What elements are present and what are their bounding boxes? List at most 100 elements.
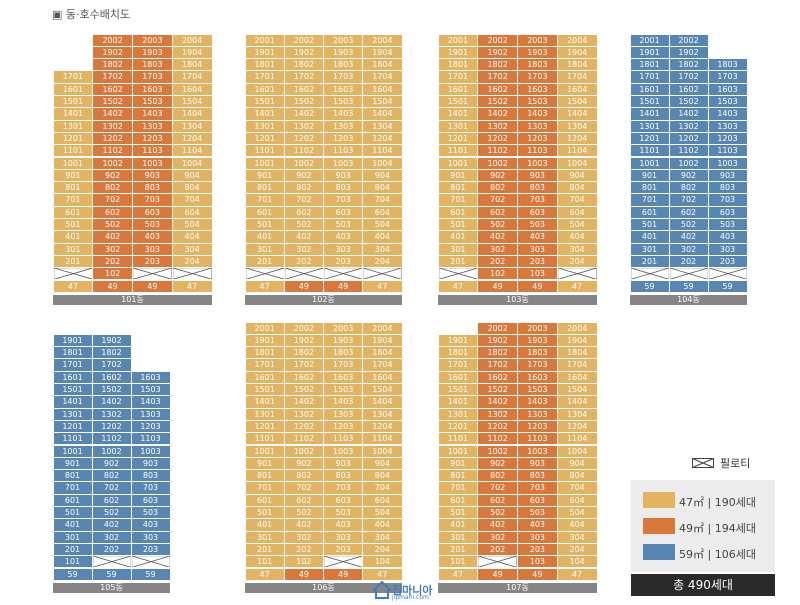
unit-cell: 501	[53, 219, 93, 231]
area-cell: 59	[92, 569, 131, 580]
area-cell: 59	[708, 281, 747, 292]
unit-cell: 1502	[478, 96, 517, 108]
unit-cell: 1202	[478, 132, 517, 145]
unit-cell: 1201	[245, 132, 284, 145]
unit-cell: 2003	[518, 322, 557, 334]
area-cell: 59	[630, 281, 669, 292]
unit-cell: 302	[284, 243, 323, 255]
unit-cell: 801	[245, 470, 284, 482]
unit-cell: 1804	[557, 347, 597, 359]
unit-cell: 202	[478, 255, 517, 268]
unit-cell: 301	[245, 243, 284, 255]
unit-cell: 1204	[363, 420, 402, 433]
unit-cell: 503	[324, 507, 363, 519]
unit-cell: 501	[630, 219, 669, 231]
unit-cell: 603	[518, 494, 557, 506]
unit-cell: 2002	[284, 34, 323, 46]
unit-cell: 1102	[669, 145, 708, 157]
unit-cell: 901	[245, 457, 284, 470]
unit-cell: 1403	[133, 108, 172, 120]
legend-area-49: 49㎡	[679, 522, 704, 535]
unit-cell: 801	[245, 182, 284, 194]
building-label: 103동	[438, 295, 597, 305]
legend-count-59: 106세대	[714, 548, 756, 561]
unit-cell: 302	[93, 243, 132, 255]
unit-cell: 1103	[131, 433, 170, 445]
unit-cell: 602	[478, 206, 517, 218]
area-cell: 49	[324, 569, 363, 580]
unit-cell: 2003	[324, 322, 363, 334]
unit-cell: 701	[245, 194, 284, 206]
unit-cell: 1301	[53, 408, 92, 420]
unit-cell: 804	[363, 470, 402, 482]
unit-cell: 1601	[245, 371, 284, 383]
unit-cell: 204	[172, 255, 212, 268]
unit-cell: 203	[324, 543, 363, 556]
unit-cell: 102	[284, 556, 323, 568]
unit-cell: 1002	[92, 445, 131, 457]
unit-cell: 2004	[557, 34, 597, 46]
unit-cell: 1802	[93, 59, 132, 71]
unit-cell: 1303	[133, 120, 172, 132]
unit-cell: 1004	[363, 445, 402, 457]
unit-cell: 504	[557, 507, 597, 519]
unit-cell: 1301	[438, 408, 478, 420]
pilotis-cell	[438, 268, 478, 280]
unit-cell: 304	[557, 243, 597, 255]
legend-area-47: 47㎡	[679, 496, 704, 509]
unit-cell: 402	[284, 231, 323, 243]
unit-cell: 402	[478, 519, 517, 531]
pilotis-cell	[669, 268, 708, 280]
unit-cell: 1002	[669, 157, 708, 169]
unit-cell: 2002	[669, 34, 708, 46]
unit-cell: 1002	[93, 157, 132, 169]
unit-cell: 1001	[53, 157, 93, 169]
legend: 47㎡ | 190세대 49㎡ | 194세대 59㎡ | 106세대	[631, 480, 775, 572]
unit-cell: 202	[284, 255, 323, 268]
unit-cell: 302	[478, 531, 517, 543]
page-title: ▣ 동·호수배치도	[52, 6, 130, 22]
unit-cell: 2004	[172, 34, 212, 46]
unit-cell: 201	[53, 543, 92, 556]
unit-cell: 2002	[284, 322, 323, 334]
unit-cell: 1203	[708, 132, 747, 145]
unit-cell: 304	[172, 243, 212, 255]
unit-cell: 404	[557, 519, 597, 531]
unit-cell: 401	[245, 231, 284, 243]
unit-cell: 1102	[93, 145, 132, 157]
unit-cell: 902	[478, 169, 517, 182]
unit-cell: 201	[245, 543, 284, 556]
area-cell: 47	[438, 281, 478, 292]
unit-cell: 1701	[630, 71, 669, 83]
unit-cell: 103	[518, 556, 557, 568]
unit-cell: 2001	[245, 34, 284, 46]
unit-cell: 102	[478, 268, 517, 280]
unit-cell: 1102	[92, 433, 131, 445]
unit-cell: 1004	[557, 157, 597, 169]
pilotis-cell	[630, 268, 669, 280]
area-cell: 49	[478, 569, 517, 580]
area-cell: 49	[284, 281, 323, 292]
unit-cell: 1803	[518, 347, 557, 359]
unit-cell: 1001	[630, 157, 669, 169]
unit-cell: 804	[557, 182, 597, 194]
page-title-text: 동·호수배치도	[65, 8, 131, 21]
unit-cell: 1001	[245, 445, 284, 457]
unit-cell: 1103	[324, 433, 363, 445]
unit-cell: 904	[363, 457, 402, 470]
unit-cell: 202	[478, 543, 517, 556]
unit-cell: 301	[630, 243, 669, 255]
unit-cell: 1703	[324, 71, 363, 83]
legend-count-49: 194세대	[714, 522, 756, 535]
unit-cell: 703	[518, 482, 557, 494]
unit-cell: 703	[324, 482, 363, 494]
unit-cell: 803	[708, 182, 747, 194]
unit-cell: 703	[131, 482, 170, 494]
unit-cell: 1302	[669, 120, 708, 132]
unit-cell: 602	[284, 494, 323, 506]
unit-cell: 303	[324, 243, 363, 255]
building-label: 105동	[53, 583, 170, 593]
unit-cell: 1604	[557, 83, 597, 95]
unit-cell: 503	[518, 507, 557, 519]
unit-cell: 604	[363, 494, 402, 506]
